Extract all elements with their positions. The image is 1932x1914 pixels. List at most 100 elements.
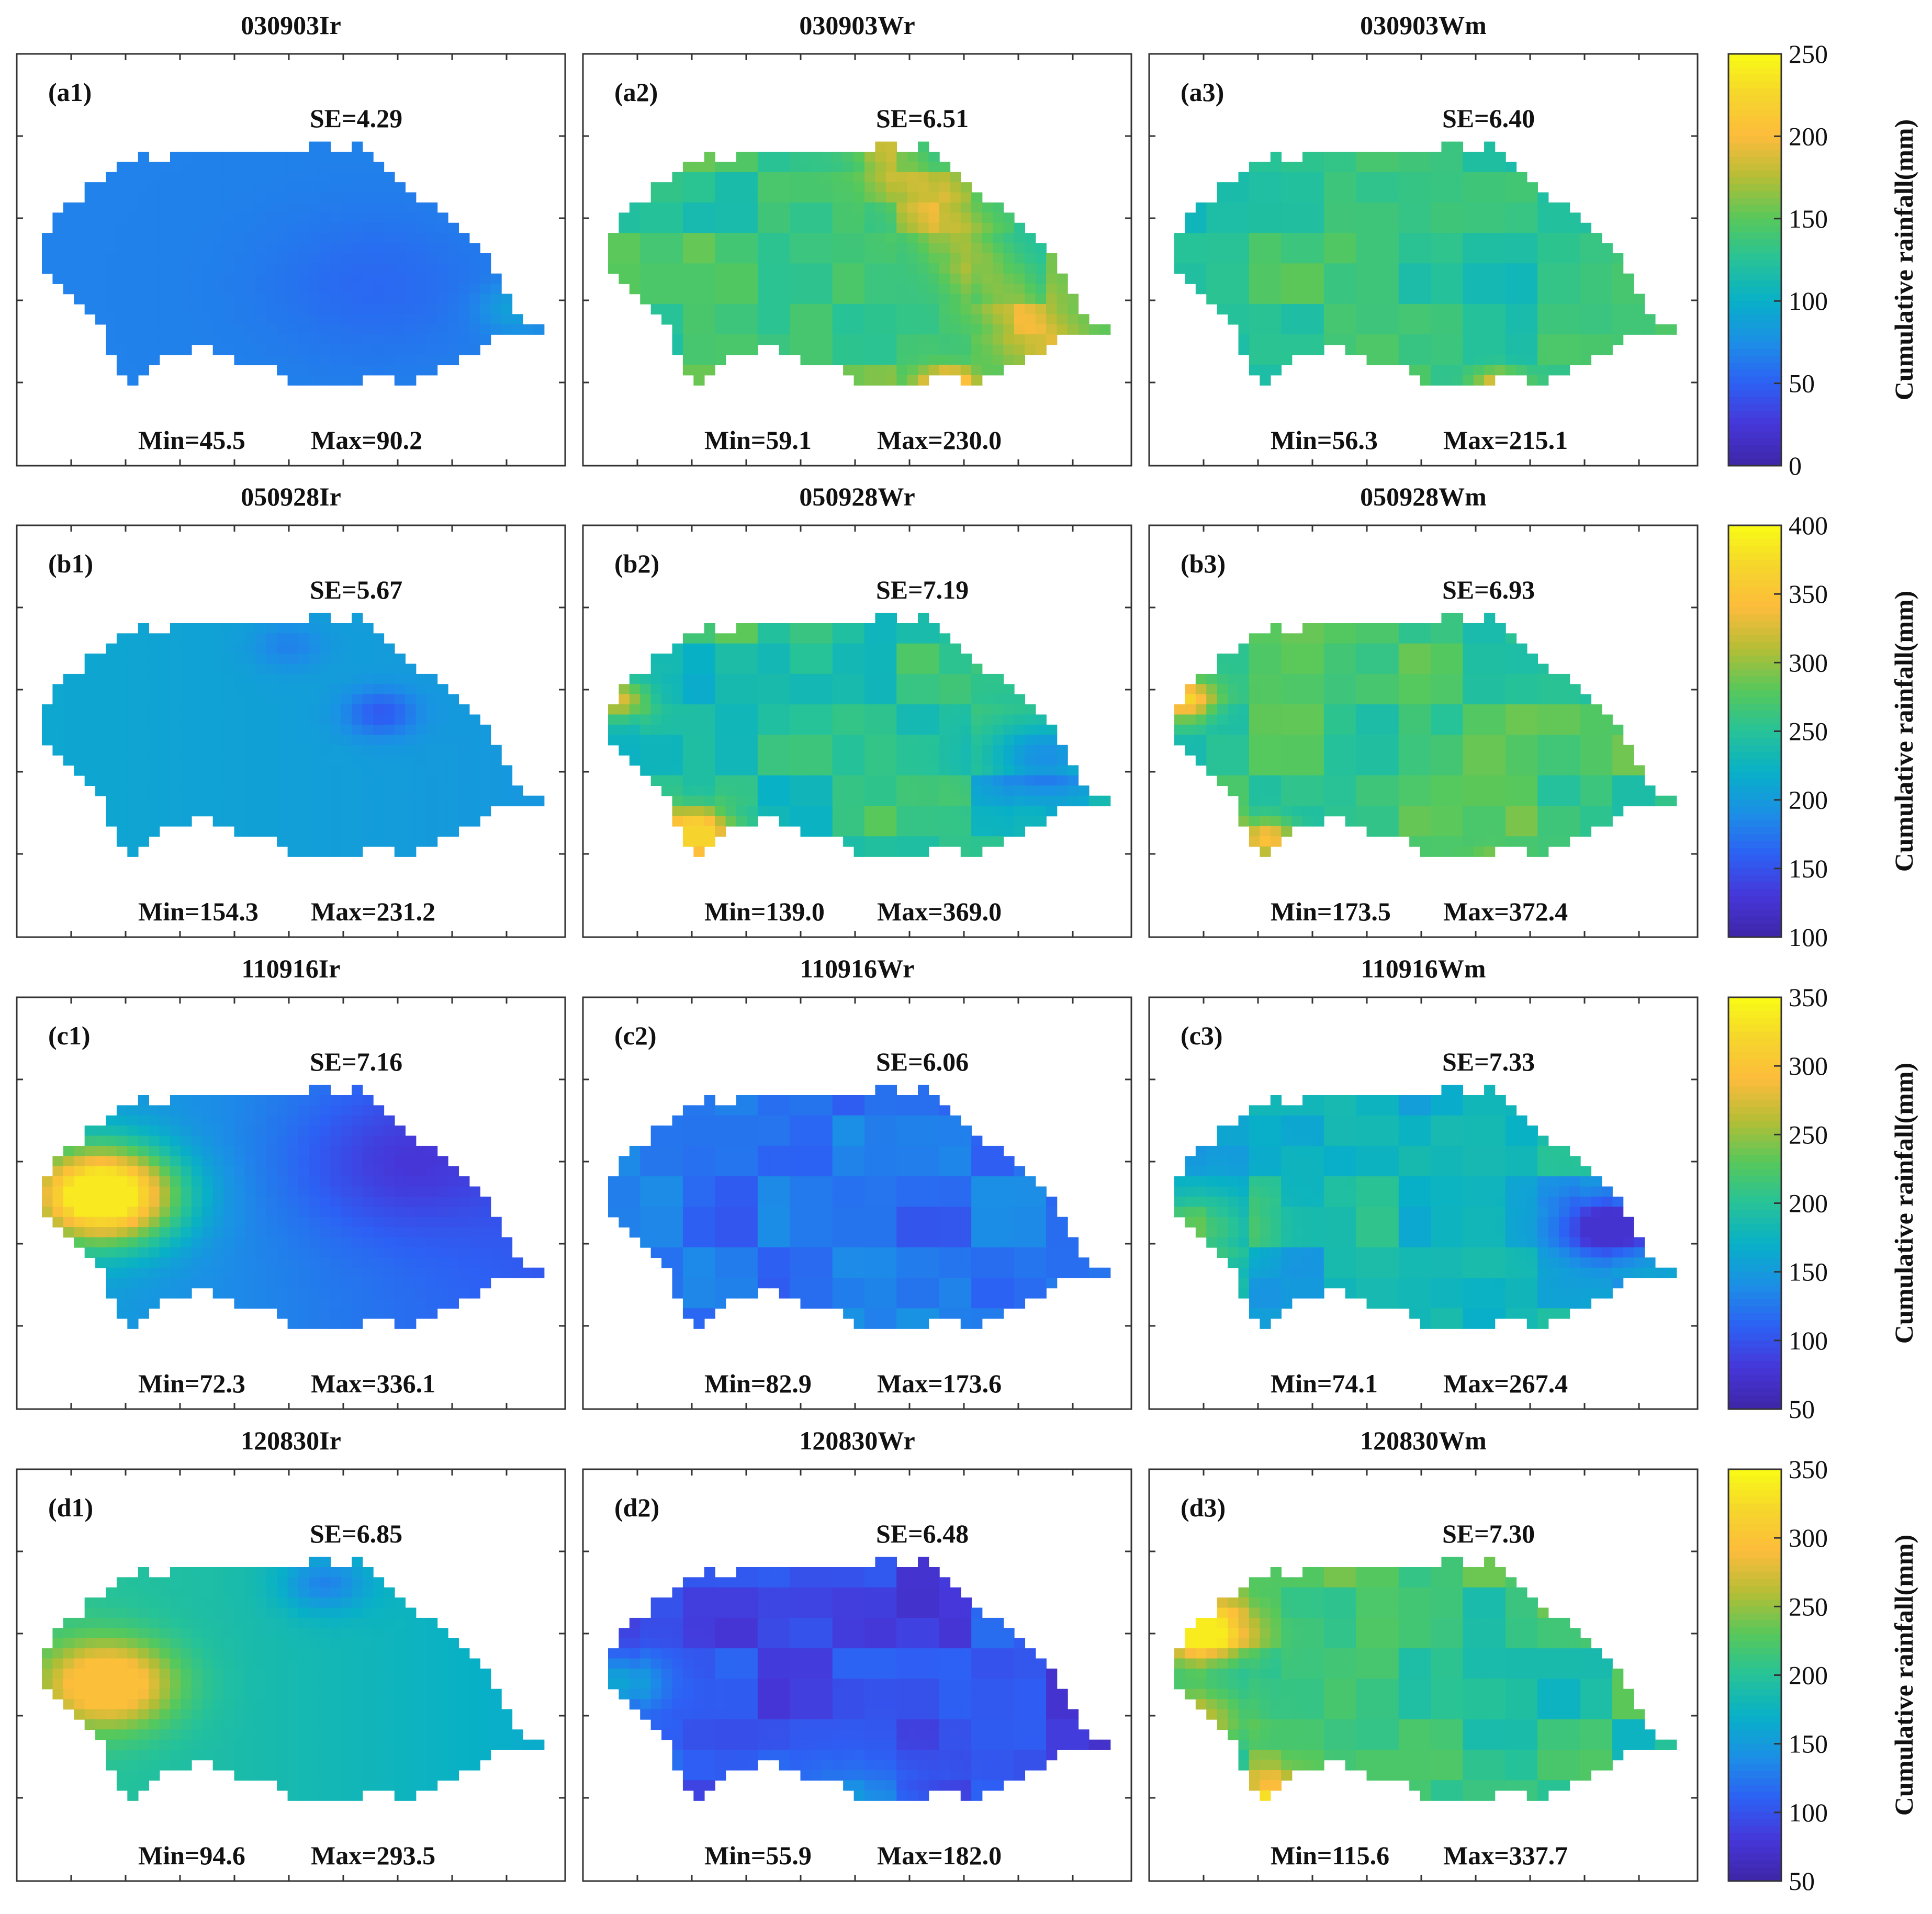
heatmap-cell (640, 765, 652, 776)
heatmap-cell (1398, 704, 1410, 715)
heatmap-cell (629, 284, 641, 295)
heatmap-cell (1377, 273, 1389, 284)
heatmap-cell (811, 765, 823, 776)
heatmap-cell (1569, 806, 1581, 817)
heatmap-cell (1345, 284, 1356, 295)
heatmap-cell (181, 643, 192, 654)
heatmap-cell (1591, 253, 1602, 264)
heatmap-cell (1217, 765, 1228, 776)
heatmap-cell (1420, 273, 1431, 284)
heatmap-cell (1206, 714, 1218, 725)
heatmap-cell (950, 273, 961, 284)
heatmap-cell (768, 303, 780, 315)
heatmap-cell (757, 795, 769, 806)
heatmap-cell (800, 714, 812, 725)
heatmap-cell (1452, 735, 1464, 746)
heatmap-cell (1313, 785, 1324, 796)
heatmap-cell (918, 755, 929, 766)
heatmap-cell (1495, 182, 1506, 193)
heatmap-cell (993, 745, 1004, 756)
heatmap-cell (426, 785, 438, 796)
heatmap-cell (1623, 765, 1634, 776)
heatmap-cell (405, 724, 417, 736)
heatmap-cell (1463, 785, 1474, 796)
heatmap-cell (1260, 314, 1271, 325)
heatmap-cell (875, 724, 886, 736)
heatmap-cell (896, 365, 908, 376)
heatmap-cell (469, 273, 480, 284)
heatmap-cell (181, 334, 192, 345)
heatmap-cell (619, 243, 630, 254)
heatmap-cell (982, 243, 993, 254)
heatmap-cell (42, 253, 53, 264)
heatmap-cell (960, 735, 972, 746)
heatmap-cell (330, 745, 342, 756)
heatmap-cell (939, 192, 951, 203)
heatmap-cell (971, 222, 983, 233)
heatmap-cell (682, 303, 694, 315)
heatmap-cell (74, 694, 85, 705)
heatmap-cell (1228, 654, 1239, 665)
heatmap-cell (907, 263, 918, 274)
panel-label: (b2) (614, 549, 659, 578)
heatmap-cell (1356, 775, 1367, 786)
heatmap-cell (875, 375, 886, 386)
heatmap-cell (341, 724, 352, 736)
heatmap-cell (1313, 294, 1324, 305)
heatmap-cell (458, 243, 470, 254)
panel-title: 030903Wr (799, 10, 915, 40)
heatmap-cell (619, 745, 630, 756)
heatmap-cell (330, 375, 342, 386)
heatmap-cell (1537, 806, 1549, 817)
heatmap-cell (106, 765, 117, 776)
heatmap-cell (1057, 324, 1068, 335)
heatmap-cell (352, 735, 363, 746)
heatmap-cell (757, 643, 769, 654)
heatmap-cell (1302, 202, 1314, 213)
heatmap-cell (1463, 162, 1474, 173)
heatmap-cell (1526, 233, 1538, 244)
heatmap-cell (319, 684, 331, 695)
heatmap-cell (682, 816, 694, 827)
heatmap-cell (1505, 755, 1517, 766)
heatmap-cell (1569, 222, 1581, 233)
heatmap-cell (704, 663, 715, 674)
heatmap-cell (202, 314, 214, 325)
heatmap-cell (907, 694, 918, 705)
heatmap-cell (747, 243, 758, 254)
heatmap-cell (971, 375, 983, 386)
heatmap-cell (352, 673, 363, 685)
heatmap-cell (255, 212, 267, 223)
heatmap-cell (127, 294, 139, 305)
heatmap-cell (779, 724, 790, 736)
heatmap-cell (1623, 303, 1634, 315)
heatmap-cell (1323, 745, 1335, 756)
heatmap-cell (138, 294, 149, 305)
heatmap-cell (223, 735, 235, 746)
heatmap-cell (1345, 663, 1356, 674)
heatmap-cell (1388, 785, 1399, 796)
heatmap-cell (950, 192, 961, 203)
heatmap-cell (1046, 765, 1058, 776)
heatmap-cell (74, 222, 85, 233)
colorbar-segment (1728, 150, 1781, 157)
heatmap-cell (116, 303, 128, 315)
heatmap-cell (1495, 273, 1506, 284)
heatmap-cell (1291, 172, 1303, 183)
heatmap-cell (1217, 714, 1228, 725)
heatmap-cell (661, 263, 673, 274)
heatmap-cell (1281, 314, 1293, 325)
heatmap-cell (138, 354, 149, 366)
heatmap-cell (1377, 253, 1389, 264)
heatmap-cell (1398, 212, 1410, 223)
heatmap-cell (960, 233, 972, 244)
heatmap-cell (1313, 816, 1324, 827)
heatmap-cell (277, 263, 288, 274)
heatmap-cell (447, 314, 459, 325)
heatmap-cell (447, 222, 459, 233)
heatmap-cell (1473, 344, 1485, 355)
heatmap-cell (1260, 775, 1271, 786)
heatmap-cell (1612, 745, 1624, 756)
heatmap-cell (928, 765, 940, 776)
heatmap-cell (822, 273, 833, 284)
